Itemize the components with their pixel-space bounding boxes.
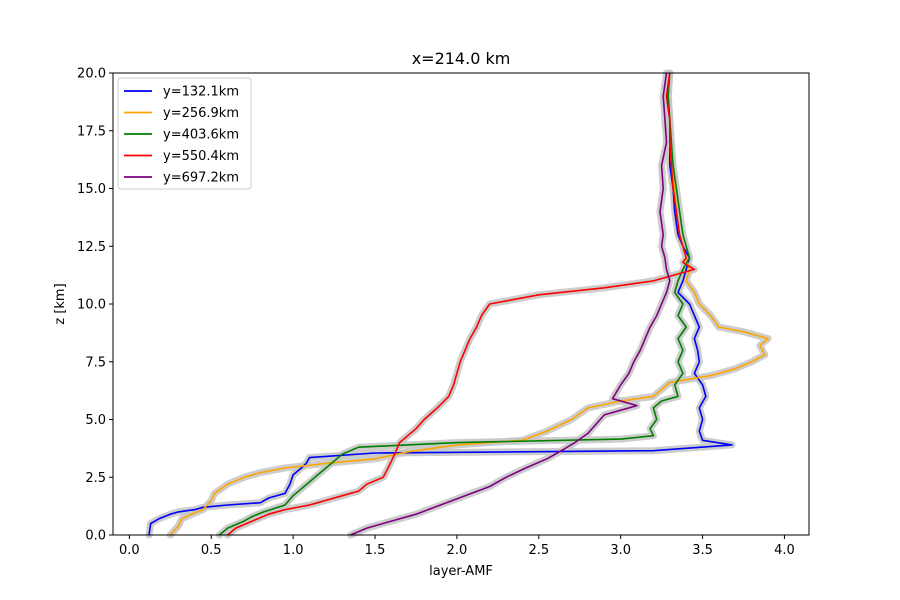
x-tick-label: 2.5 [528,543,549,558]
y-tick-label: 2.5 [85,471,106,486]
legend: y=132.1km y=256.9km y=403.6km y=550.4km y=69… [117,77,252,190]
x-tick-label: 0.0 [119,543,140,558]
series-line [227,72,696,536]
y-tick-label: 10.0 [77,298,106,313]
y-axis: 0.0 2.5 5.0 7.5 10.0 12.5 15.0 17.5 20.0 [77,67,113,544]
x-tick-label: 2.0 [447,543,468,558]
y-tick-label: 15.0 [77,182,106,197]
y-tick-label: 5.0 [85,413,106,428]
x-tick-label: 3.0 [610,543,631,558]
series-line [350,72,671,536]
legend-label: y=550.4km [163,149,239,164]
x-tick-label: 1.5 [365,543,386,558]
y-axis-label: z [km] [53,283,68,324]
legend-box [117,77,252,190]
chart-title: x=214.0 km [412,49,511,68]
x-axis: 0.0 0.5 1.0 1.5 2.0 2.5 3.0 3.5 4.0 [119,535,795,558]
x-tick-label: 1.0 [283,543,304,558]
x-axis-label: layer-AMF [429,564,493,579]
x-tick-label: 4.0 [774,543,795,558]
x-tick-label: 0.5 [201,543,222,558]
y-tick-label: 0.0 [85,529,106,544]
x-tick-label: 3.5 [692,543,713,558]
y-tick-label: 7.5 [85,355,106,370]
y-tick-label: 17.5 [77,124,106,139]
legend-label: y=256.9km [163,106,239,121]
y-tick-label: 12.5 [77,240,106,255]
series-line [218,72,691,536]
legend-label: y=403.6km [163,128,239,143]
y-tick-label: 20.0 [77,67,106,82]
series-line [148,72,733,536]
legend-label: y=697.2km [163,171,239,186]
legend-label: y=132.1km [163,85,239,100]
series-lines [148,72,769,536]
